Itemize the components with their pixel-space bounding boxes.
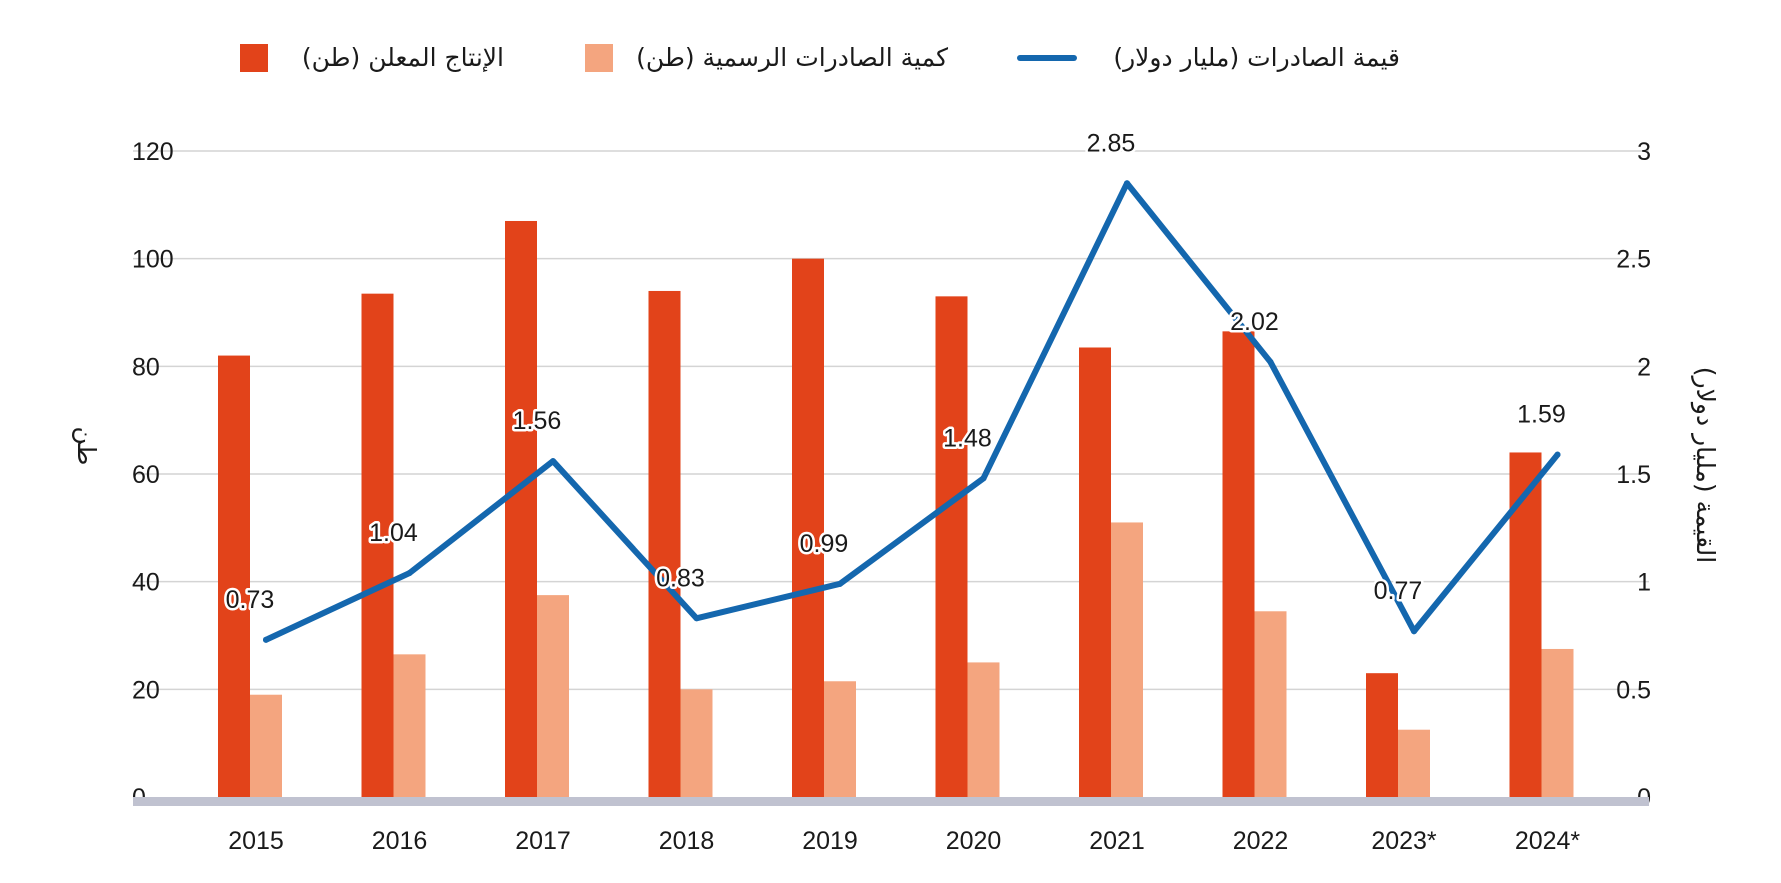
data-label-exports-value: 0.77 <box>1374 577 1423 605</box>
data-label-exports-value: 1.56 <box>513 407 562 435</box>
bar-production <box>792 258 824 798</box>
x-tick-label: 2023* <box>1371 827 1437 855</box>
x-ticks: 2015 2016 2017 2018 2019 2020 2021 2022 2023* 202… <box>228 827 1580 855</box>
legend-label-exports-qty: كمية الصادرات الرسمية (طن) <box>636 43 948 72</box>
bar-production <box>1366 673 1398 797</box>
legend-item-exports-value: قيمة الصادرات (مليار دولار) <box>1017 43 1400 73</box>
y-left-tick-label: 20 <box>132 676 160 704</box>
x-tick-label: 2020 <box>946 827 1002 855</box>
bar-exports-qty <box>967 662 1000 797</box>
line-point <box>837 580 843 587</box>
data-label-exports-value: 2.02 <box>1230 308 1279 336</box>
legend-swatch-production <box>240 44 268 72</box>
legend-label-exports-value: قيمة الصادرات (مليار دولار) <box>1113 43 1400 73</box>
legend: الإنتاج المعلن (طن) كمية الصادرات الرسمي… <box>240 43 1400 73</box>
bar-exports-qty <box>1254 611 1287 797</box>
x-tick-label: 2016 <box>372 827 428 855</box>
data-label-exports-value: 0.73 <box>226 586 275 614</box>
gridlines <box>133 150 1649 691</box>
bar-production <box>1222 331 1255 797</box>
value-line <box>263 180 1561 643</box>
y-right-ticks: 00.511.522.53 <box>1616 138 1651 812</box>
y-left-ticks: 020406080100120 <box>132 138 174 812</box>
data-label-exports-value: 1.48 <box>943 424 992 452</box>
bar-production <box>218 355 250 797</box>
x-tick-label: 2015 <box>228 827 284 855</box>
y-right-tick-label: 0.5 <box>1616 676 1651 704</box>
bars <box>218 220 1574 798</box>
line-point <box>550 458 556 465</box>
y-right-tick-label: 3 <box>1637 138 1651 166</box>
bar-exports-qty <box>393 654 426 797</box>
x-tick-label: 2021 <box>1089 827 1145 855</box>
y-left-axis-title: طن <box>72 427 101 466</box>
legend-swatch-exports-qty <box>585 44 613 72</box>
y-right-tick-label: 2.5 <box>1616 246 1651 274</box>
x-tick-label: 2017 <box>515 827 571 855</box>
data-label-exports-value: 0.99 <box>800 530 849 558</box>
legend-label-production: الإنتاج المعلن (طن) <box>302 43 504 73</box>
y-left-tick-label: 100 <box>132 246 174 274</box>
value-labels: 0.73 1.04 1.56 0.83 0.99 1.48 2.85 2.02 0.77 1.59 <box>223 127 1568 617</box>
x-tick-label: 2018 <box>659 827 715 855</box>
x-tick-label: 2019 <box>802 827 858 855</box>
bar-exports-qty <box>1541 648 1574 797</box>
line-point <box>263 636 269 643</box>
line-point <box>1267 359 1274 366</box>
bar-production <box>648 290 681 797</box>
bar-production <box>1079 347 1111 797</box>
data-label-exports-value: 0.83 <box>656 564 705 592</box>
y-left-tick-label: 120 <box>132 138 174 166</box>
line-point <box>1124 180 1130 187</box>
bar-exports-qty <box>250 694 282 797</box>
bar-production <box>361 293 394 797</box>
bar-exports-qty <box>824 681 856 797</box>
line-point <box>693 615 700 622</box>
line-point <box>1411 628 1417 635</box>
y-left-tick-label: 60 <box>132 461 160 489</box>
y-right-tick-label: 2 <box>1637 353 1651 381</box>
bar-production <box>505 220 537 797</box>
bar-exports-qty <box>537 595 569 797</box>
y-right-tick-label: 1.5 <box>1616 461 1651 489</box>
bar-exports-qty <box>680 689 713 797</box>
x-tick-label: 2024* <box>1515 827 1581 855</box>
data-label-exports-value: 2.85 <box>1087 129 1136 157</box>
data-label-exports-value: 1.04 <box>369 519 418 547</box>
bar-production <box>935 296 968 797</box>
x-tick-label: 2022 <box>1233 827 1289 855</box>
bar-exports-qty <box>1111 522 1143 797</box>
line-point <box>980 475 987 482</box>
x-axis-baseline <box>133 797 1649 806</box>
legend-item-exports-qty: كمية الصادرات الرسمية (طن) <box>585 43 948 72</box>
y-left-tick-label: 40 <box>132 569 160 597</box>
series-line-exports-value <box>263 180 1561 643</box>
legend-item-production: الإنتاج المعلن (طن) <box>240 43 504 73</box>
data-label-exports-value: 1.59 <box>1517 401 1566 429</box>
y-right-tick-label: 1 <box>1637 569 1651 597</box>
line-point <box>406 570 413 577</box>
y-right-axis-title: القيمة (مليار دولار) <box>1690 367 1720 563</box>
y-left-tick-label: 80 <box>132 353 160 381</box>
bar-exports-qty <box>1398 729 1430 797</box>
line-point <box>1554 451 1561 458</box>
